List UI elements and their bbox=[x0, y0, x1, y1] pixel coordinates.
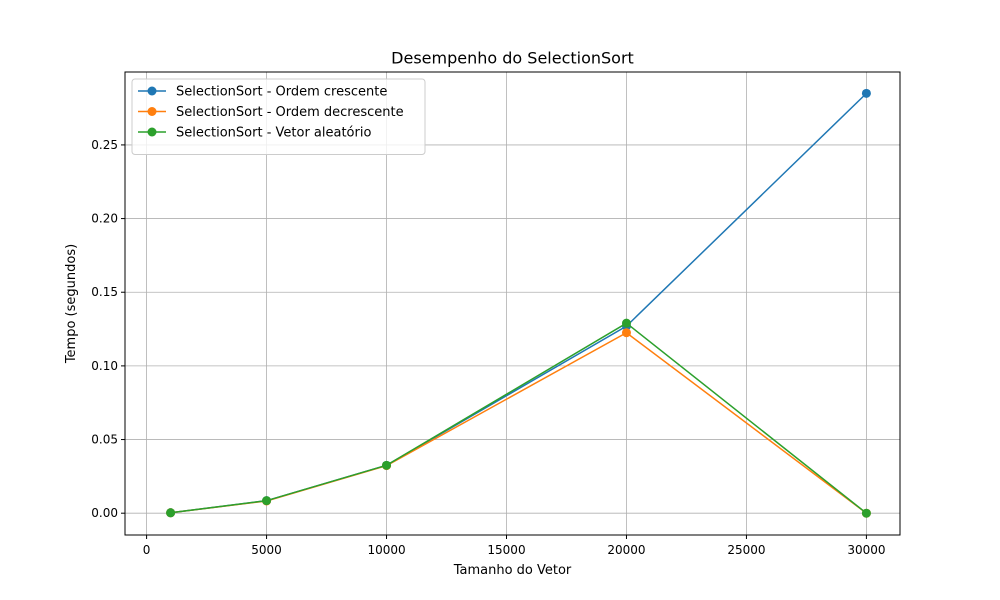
legend-entry: SelectionSort - Ordem decrescente bbox=[138, 105, 404, 120]
x-tick-label: 25000 bbox=[727, 543, 765, 557]
y-tick-label: 0.05 bbox=[91, 433, 118, 447]
x-tick-label: 5000 bbox=[251, 543, 282, 557]
y-tick-label: 0.00 bbox=[91, 506, 118, 520]
x-axis-label: Tamanho do Vetor bbox=[453, 563, 572, 578]
data-point bbox=[861, 508, 871, 518]
data-point bbox=[861, 88, 871, 98]
y-tick-label: 0.25 bbox=[91, 138, 118, 152]
legend-label: SelectionSort - Vetor aleatório bbox=[176, 126, 371, 141]
x-tick-label: 20000 bbox=[607, 543, 645, 557]
data-point bbox=[166, 508, 176, 518]
series-3 bbox=[166, 318, 871, 518]
data-point bbox=[621, 318, 631, 328]
x-tick-label: 0 bbox=[143, 543, 151, 557]
data-point bbox=[262, 496, 272, 506]
legend-label: SelectionSort - Ordem crescente bbox=[176, 85, 387, 100]
chart-title: Desempenho do SelectionSort bbox=[391, 49, 634, 68]
legend: SelectionSort - Ordem crescente Selection… bbox=[131, 78, 426, 155]
y-axis-label: Tempo (segundos) bbox=[64, 244, 79, 364]
y-tick-label: 0.20 bbox=[91, 212, 118, 226]
x-tick-label: 15000 bbox=[487, 543, 525, 557]
x-tick-label: 30000 bbox=[847, 543, 885, 557]
y-tick-label: 0.10 bbox=[91, 359, 118, 373]
legend-swatch-marker bbox=[147, 127, 157, 137]
legend-entry: SelectionSort - Ordem crescente bbox=[138, 85, 387, 100]
axis-ticks: 0 5000 10000 15000 20000 25000 30000 0.00 0.05 0.… bbox=[91, 138, 885, 557]
legend-entry: SelectionSort - Vetor aleatório bbox=[138, 126, 371, 141]
legend-swatch-marker bbox=[147, 107, 157, 116]
series-group bbox=[166, 88, 871, 518]
data-point bbox=[382, 460, 392, 470]
plot-area-frame bbox=[124, 71, 901, 536]
legend-swatch-marker bbox=[147, 86, 157, 96]
legend-label: SelectionSort - Ordem decrescente bbox=[176, 105, 404, 120]
x-tick-label: 10000 bbox=[367, 543, 405, 557]
data-point bbox=[621, 328, 631, 338]
y-tick-label: 0.15 bbox=[91, 285, 118, 299]
legend-box bbox=[131, 78, 426, 155]
